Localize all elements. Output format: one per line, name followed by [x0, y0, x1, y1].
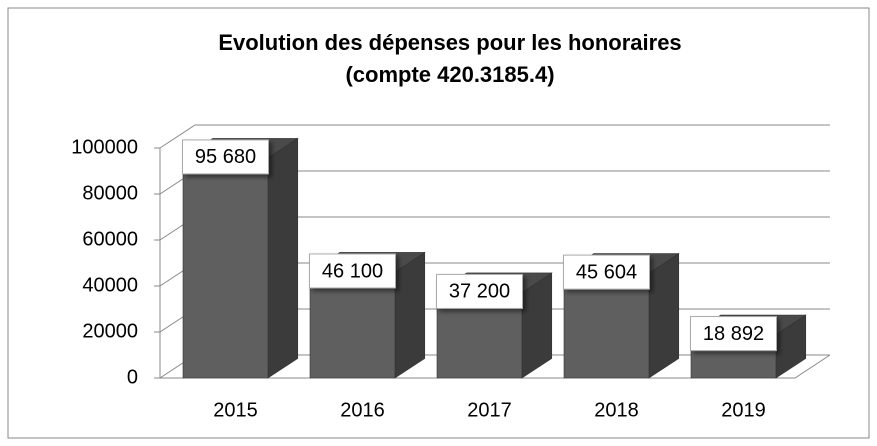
value-label: 45 604: [576, 261, 637, 283]
y-tick-label: 80000: [82, 182, 138, 204]
value-label: 95 680: [195, 146, 256, 168]
bar-side: [394, 251, 426, 379]
chart-subtitle: (compte 420.3185.4): [345, 62, 554, 87]
x-tick-label: 2019: [721, 399, 766, 421]
x-tick-label: 2015: [213, 399, 258, 421]
grid-line: [159, 124, 830, 149]
y-tick-label: 20000: [82, 320, 138, 342]
y-tick-label: 0: [127, 366, 138, 388]
value-label-box: [563, 254, 650, 290]
value-label-box: [182, 139, 269, 175]
bar-side: [267, 137, 299, 379]
y-tick-label: 60000: [82, 228, 138, 250]
value-label: 37 200: [449, 281, 510, 303]
value-label-box: [309, 253, 396, 289]
bar: [562, 253, 680, 379]
value-label: 46 100: [322, 260, 383, 282]
value-label-box: [436, 273, 523, 309]
bar-front: [182, 157, 269, 379]
y-tick-label: 100000: [71, 136, 138, 158]
bar-side: [648, 253, 680, 379]
value-label: 18 892: [703, 323, 764, 345]
y-tick-label: 40000: [82, 274, 138, 296]
x-tick-label: 2016: [340, 399, 385, 421]
chart-title: Evolution des dépenses pour les honorair…: [218, 30, 681, 55]
x-tick-label: 2018: [594, 399, 639, 421]
x-tick-label: 2017: [467, 399, 512, 421]
value-label-box: [690, 316, 777, 352]
